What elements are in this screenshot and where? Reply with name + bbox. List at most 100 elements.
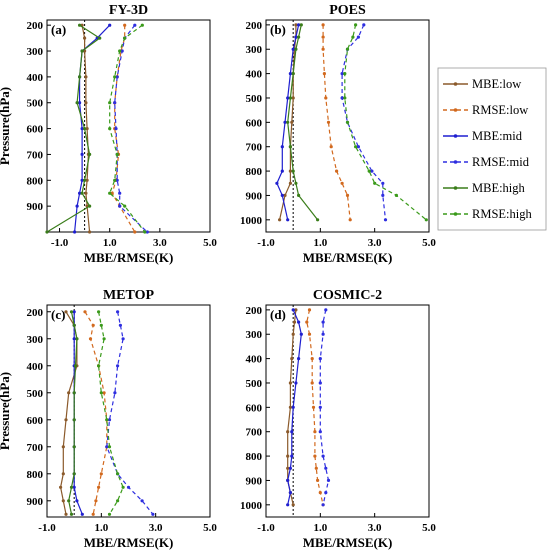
- y-axis-label: Pressure(hPa): [0, 87, 12, 165]
- data-point: [324, 308, 328, 312]
- y-tick-label: 500: [27, 98, 44, 110]
- data-point: [75, 337, 79, 341]
- data-point: [297, 193, 301, 197]
- data-point: [283, 120, 287, 124]
- data-point: [321, 35, 325, 39]
- data-point: [133, 23, 137, 27]
- data-point: [78, 101, 82, 105]
- data-point: [102, 391, 106, 395]
- data-point: [80, 152, 84, 156]
- data-point: [108, 191, 112, 195]
- data-point: [280, 145, 284, 149]
- data-point: [288, 72, 292, 76]
- data-point: [88, 337, 93, 341]
- legend-entry: RMSE:mid: [443, 155, 530, 169]
- x-tick-label: 1.0: [313, 237, 327, 249]
- data-point: [91, 512, 95, 516]
- data-point: [326, 120, 331, 124]
- data-point: [299, 23, 303, 27]
- series-rmse-low: [321, 23, 352, 222]
- plot-frame: [265, 304, 430, 518]
- panel-2: POES (b) -1.0 1.0 3.0 5.0 200 300 400 500 600 700 80…: [240, 3, 436, 265]
- data-point: [67, 499, 71, 503]
- y-tick-label: 300: [27, 334, 44, 346]
- data-point: [370, 169, 374, 173]
- data-point: [84, 101, 88, 105]
- data-point: [80, 512, 84, 516]
- data-point: [288, 491, 292, 495]
- data-point: [286, 96, 290, 100]
- data-point: [321, 47, 325, 51]
- data-point: [120, 49, 124, 53]
- data-point: [59, 485, 63, 489]
- series-line: [111, 25, 136, 233]
- series-line: [322, 24, 351, 220]
- legend-marker: [453, 108, 458, 112]
- data-point: [286, 454, 290, 458]
- data-point: [290, 120, 294, 124]
- panel-3: METOP (c) -1.0 1.0 3.0 5.0 200 300 400 500 600 700 8…: [0, 288, 217, 550]
- data-point: [88, 230, 92, 234]
- data-point: [99, 391, 103, 395]
- data-point: [280, 193, 284, 197]
- panel-title: COSMIC-2: [313, 288, 382, 303]
- data-point: [324, 491, 328, 495]
- y-tick-label: 200: [246, 305, 263, 317]
- data-point: [354, 23, 358, 27]
- legend-marker: [453, 160, 458, 164]
- data-point: [45, 230, 49, 234]
- data-point: [340, 181, 344, 185]
- series-mbe-mid: [73, 23, 112, 234]
- panel-4: COSMIC-2 (d) -1.0 1.0 3.0 5.0 200 300 400 500 600 7…: [240, 288, 436, 550]
- series-line: [306, 309, 324, 505]
- x-tick-label: 5.0: [203, 237, 217, 249]
- data-point: [118, 204, 122, 208]
- x-tick-label: -1.0: [51, 237, 69, 249]
- data-point: [326, 478, 331, 482]
- data-point: [107, 512, 112, 516]
- series-line: [106, 311, 154, 515]
- data-point: [84, 75, 88, 79]
- data-point: [113, 391, 117, 395]
- data-point: [97, 310, 101, 314]
- data-point: [83, 127, 87, 131]
- data-point: [288, 466, 292, 470]
- data-point: [108, 101, 112, 105]
- data-point: [351, 35, 355, 39]
- legend-label: RMSE:low: [472, 103, 528, 117]
- data-point: [72, 337, 76, 341]
- data-point: [133, 230, 137, 234]
- series-line: [46, 24, 101, 233]
- data-point: [91, 323, 95, 327]
- data-point: [288, 405, 292, 409]
- data-point: [381, 193, 385, 197]
- x-tick-label: 1.0: [313, 522, 327, 534]
- x-tick-label: 3.0: [153, 237, 167, 249]
- panel-title: FY-3D: [109, 3, 148, 18]
- data-point: [97, 364, 101, 368]
- data-point: [116, 310, 120, 314]
- data-point: [318, 491, 322, 495]
- data-point: [288, 381, 292, 385]
- y-tick-label: 300: [246, 329, 263, 341]
- y-tick-label: 900: [27, 201, 44, 213]
- legend-marker: [453, 212, 458, 216]
- y-tick-label: 600: [246, 402, 263, 414]
- data-point: [286, 430, 290, 434]
- data-point: [345, 193, 350, 197]
- x-axis-label: MBE/RMSE(K): [303, 250, 393, 265]
- data-point: [116, 472, 120, 476]
- data-point: [286, 503, 290, 507]
- data-point: [383, 218, 388, 222]
- data-point: [69, 310, 74, 314]
- data-point: [61, 445, 65, 449]
- data-point: [145, 230, 149, 234]
- series-line: [319, 309, 330, 505]
- data-point: [108, 23, 112, 27]
- data-point: [291, 308, 295, 312]
- y-tick-label: 500: [246, 378, 263, 390]
- x-tick-label: 5.0: [422, 237, 436, 249]
- data-point: [118, 191, 122, 195]
- y-tick-label: 700: [27, 442, 44, 454]
